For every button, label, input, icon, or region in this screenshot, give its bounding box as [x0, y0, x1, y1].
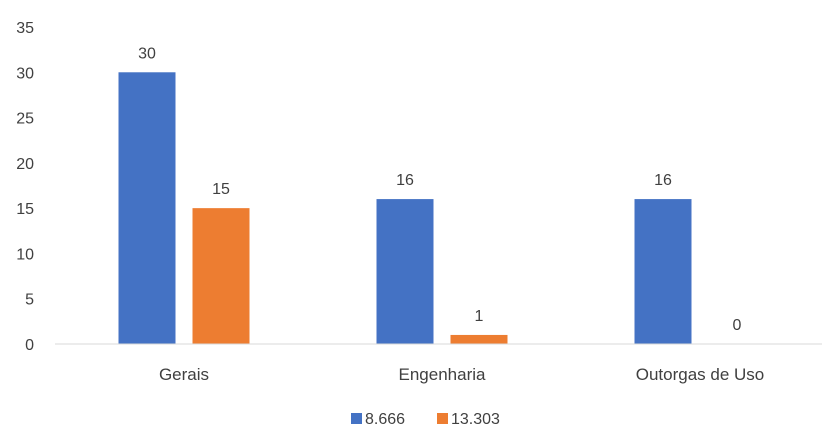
- y-tick-label: 0: [25, 337, 34, 354]
- data-label: 30: [138, 45, 156, 62]
- data-label: 0: [733, 317, 742, 334]
- bar-outorgas-de-uso-series-1: [634, 199, 692, 344]
- data-label: 16: [396, 172, 414, 189]
- legend-label: 8.666: [365, 411, 405, 428]
- y-tick-label: 15: [16, 201, 34, 218]
- y-tick-label: 30: [16, 65, 34, 82]
- bar-gerais-series-2: [192, 208, 250, 344]
- y-tick-label: 10: [16, 246, 34, 263]
- y-tick-label: 35: [16, 20, 34, 37]
- x-category-label: Gerais: [159, 365, 209, 384]
- data-labels: 30 15 16 1 16 0: [138, 45, 741, 334]
- bar-engenharia-series-2: [450, 334, 508, 344]
- legend-swatch: [437, 413, 448, 424]
- bars: [118, 72, 692, 345]
- bar-gerais-series-1: [118, 72, 176, 345]
- legend-swatch: [351, 413, 362, 424]
- y-axis: 0 5 10 15 20 25 30 35: [16, 20, 34, 354]
- y-tick-label: 5: [25, 292, 34, 309]
- x-category-label: Outorgas de Uso: [636, 365, 765, 384]
- x-axis: Gerais Engenharia Outorgas de Uso: [55, 343, 822, 384]
- y-tick-label: 20: [16, 156, 34, 173]
- bar-engenharia-series-1: [376, 199, 434, 344]
- y-tick-label: 25: [16, 111, 34, 128]
- data-label: 16: [654, 172, 672, 189]
- data-label: 15: [212, 181, 230, 198]
- legend: 8.666 13.303: [351, 411, 500, 428]
- x-category-label: Engenharia: [399, 365, 487, 384]
- data-label: 1: [475, 308, 484, 325]
- legend-label: 13.303: [451, 411, 500, 428]
